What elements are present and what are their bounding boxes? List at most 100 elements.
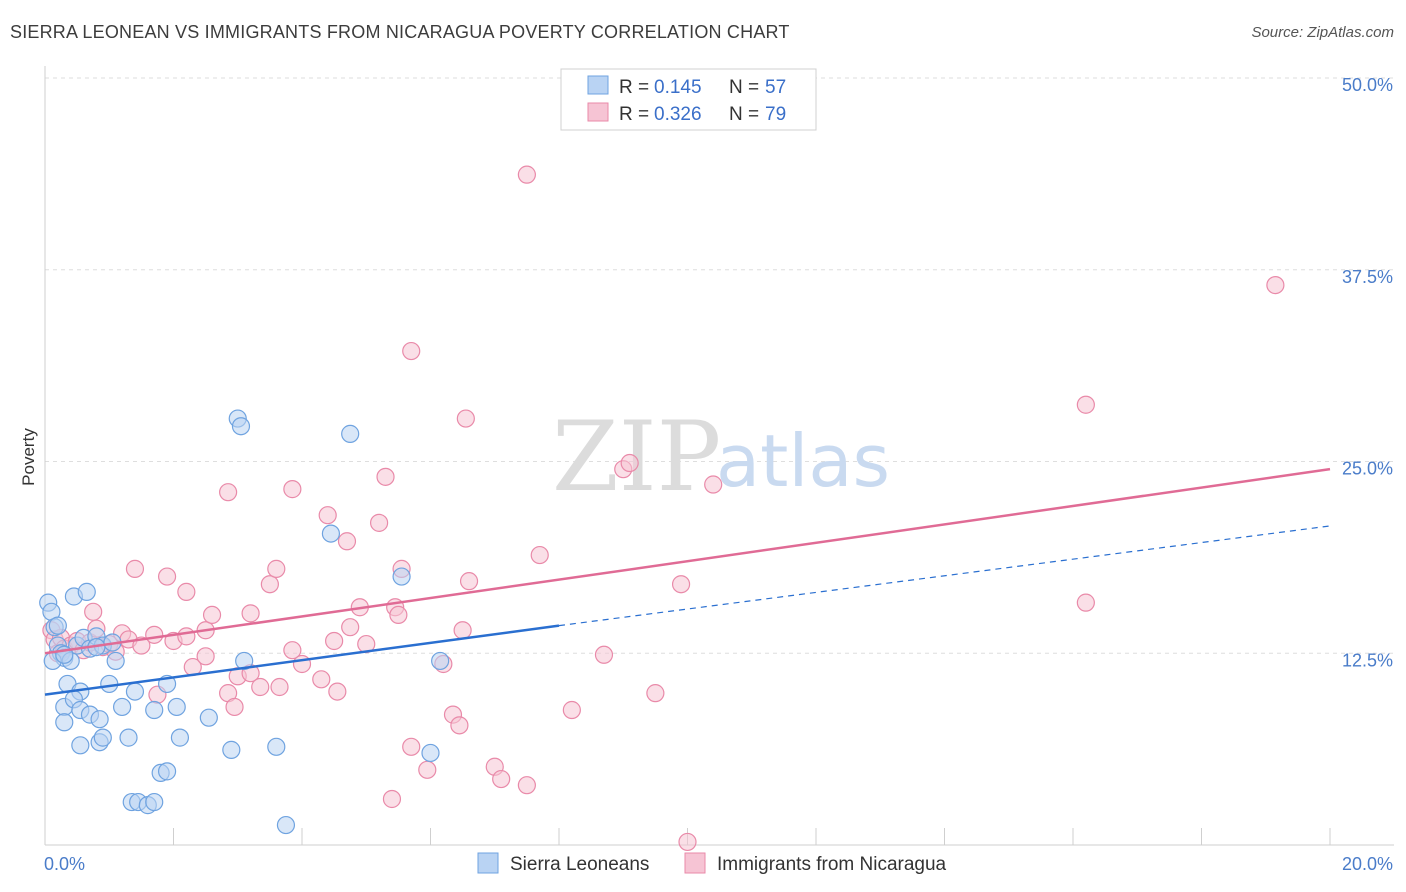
nicaragua-point (678, 832, 697, 852)
nicaragua-point (402, 737, 421, 756)
sierra-leonean-point (157, 762, 177, 781)
correlation-legend: R = 0.145 N = 57 R = 0.326 N = 79 (560, 68, 817, 131)
nicaragua-point (456, 409, 475, 428)
nicaragua-point (1266, 275, 1285, 295)
y-tick-label: 37.5% (1342, 267, 1393, 287)
sierra-leonean-point (125, 682, 145, 701)
nicaragua-point (1076, 593, 1095, 612)
nicaragua-point (370, 513, 389, 532)
x-tick-labels: 0.0% 20.0% (44, 854, 1393, 874)
trend-lines (44, 467, 1331, 696)
series-legend: Sierra Leoneans Immigrants from Nicaragu… (477, 852, 947, 875)
nicaragua-point (517, 165, 536, 184)
sierra-leonean-point (421, 743, 440, 763)
sierra-leonean-point (235, 651, 254, 671)
series-legend-swatch-pink (684, 852, 706, 874)
sierra-leonean-trend-line (44, 624, 560, 696)
legend-swatch-blue (587, 75, 609, 95)
series-legend-label-nicaragua: Immigrants from Nicaragua (717, 854, 947, 875)
y-axis-label: Poverty (19, 428, 38, 486)
series-sierra-leonean-points (39, 409, 450, 835)
nicaragua-point (704, 475, 723, 494)
nicaragua-point (562, 700, 581, 720)
y-tick-label: 25.0% (1342, 459, 1393, 479)
nicaragua-point (267, 559, 286, 578)
nicaragua-point (389, 605, 408, 625)
nicaragua-point (328, 682, 347, 701)
source-label: Source: ZipAtlas.com (1251, 24, 1394, 41)
nicaragua-point (418, 760, 437, 779)
nicaragua-point (283, 641, 302, 660)
watermark-atlas-text: atlas (716, 419, 890, 503)
sierra-leonean-point (267, 737, 286, 756)
nicaragua-point (292, 654, 312, 674)
legend-swatch-pink (587, 102, 609, 122)
nicaragua-point (177, 627, 196, 646)
y-tick-labels: 12.5% 25.0% 37.5% 50.0% (1342, 75, 1393, 670)
sierra-leonean-point (276, 815, 296, 835)
nicaragua-point (157, 567, 177, 586)
sierra-leonean-point (90, 710, 109, 729)
legend-n-label-0: N = (729, 77, 759, 98)
sierra-leonean-point (55, 713, 74, 732)
sierra-leonean-point (222, 740, 241, 759)
nicaragua-point (382, 789, 402, 809)
sierra-leonean-point (119, 728, 138, 747)
legend-r-value-1: 0.326 (654, 104, 702, 125)
watermark: ZIP atlas (552, 401, 890, 513)
chart-title: SIERRA LEONEAN VS IMMIGRANTS FROM NICARA… (10, 22, 790, 42)
grid-lines (45, 77, 1394, 654)
nicaragua-point (517, 776, 536, 795)
nicaragua-point (318, 506, 337, 525)
x-tick-label: 20.0% (1342, 854, 1393, 874)
nicaragua-point (125, 559, 145, 578)
nicaragua-point (376, 467, 395, 486)
nicaragua-point (283, 480, 302, 499)
y-tick-label: 50.0% (1342, 75, 1393, 95)
nicaragua-point (337, 532, 357, 551)
sierra-leonean-point (77, 582, 96, 601)
legend-n-value-1: 79 (765, 104, 786, 125)
nicaragua-point (260, 575, 279, 594)
sierra-leonean-point (321, 524, 341, 543)
nicaragua-point (620, 453, 639, 473)
nicaragua-point (241, 604, 260, 623)
nicaragua-point (312, 670, 331, 689)
nicaragua-point (202, 605, 222, 625)
nicaragua-point (402, 341, 421, 361)
x-tick-label: 0.0% (44, 854, 85, 874)
legend-n-label-1: N = (729, 104, 759, 125)
nicaragua-point (671, 575, 691, 594)
sierra-leonean-point (100, 674, 119, 694)
nicaragua-point (450, 716, 469, 735)
sierra-leonean-point (231, 417, 251, 436)
nicaragua-point (132, 636, 151, 655)
sierra-leonean-point (71, 736, 90, 755)
legend-r-value-0: 0.145 (654, 77, 702, 98)
nicaragua-point (341, 618, 360, 637)
nicaragua-point (646, 684, 665, 703)
sierra-leonean-point (93, 728, 112, 747)
nicaragua-point (145, 625, 164, 644)
watermark-zip-text: ZIP (552, 401, 721, 513)
nicaragua-point (196, 647, 215, 666)
nicaragua-point (325, 631, 344, 651)
legend-r-label-0: R = (619, 77, 649, 98)
sierra-leonean-point (106, 651, 125, 671)
sierra-leonean-point (341, 424, 360, 443)
legend-r-label-1: R = (619, 104, 649, 125)
sierra-leonean-point (431, 651, 450, 671)
nicaragua-point (251, 677, 270, 697)
series-legend-swatch-blue (477, 852, 499, 874)
sierra-leonean-point (145, 700, 164, 720)
y-tick-label: 12.5% (1342, 650, 1393, 670)
nicaragua-point (459, 572, 479, 591)
nicaragua-point (84, 602, 103, 621)
nicaragua-point (492, 769, 511, 789)
nicaragua-point (530, 545, 549, 565)
nicaragua-point (219, 483, 238, 502)
nicaragua-point (270, 677, 289, 697)
legend-n-value-0: 57 (765, 77, 786, 98)
nicaragua-point (177, 582, 196, 601)
